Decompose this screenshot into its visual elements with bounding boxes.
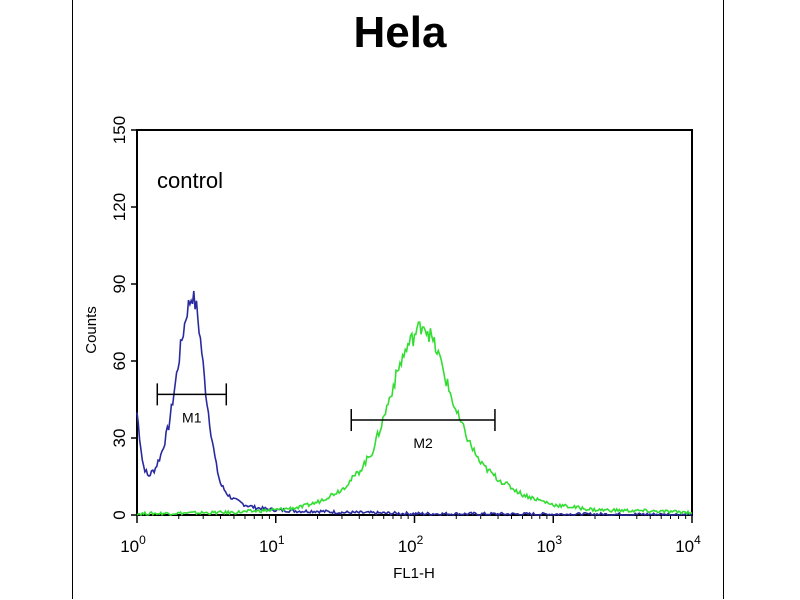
marker-1-label: M1	[182, 409, 202, 425]
x-axis-ticks: 100 101 102 103 104	[120, 515, 701, 556]
chart-title: Hela	[353, 8, 447, 57]
y-tick-label: 30	[110, 429, 129, 448]
x-tick-label: 103	[536, 533, 562, 556]
marker-2-label: M2	[413, 435, 433, 451]
series-group	[136, 290, 693, 517]
y-tick-label: 90	[110, 275, 129, 294]
figure-frame	[72, 0, 724, 599]
y-tick-label: 120	[110, 193, 129, 221]
x-tick-label: 100	[120, 533, 146, 556]
x-tick-label: 102	[398, 533, 424, 556]
y-axis-title: Counts	[83, 306, 100, 354]
y-tick-label: 0	[110, 510, 129, 519]
x-tick-label: 104	[675, 533, 701, 556]
series-2-line	[136, 321, 692, 517]
control-annotation: control	[157, 168, 223, 193]
x-axis-title: FL1-H	[393, 565, 435, 582]
x-tick-label: 101	[259, 533, 285, 556]
y-tick-label: 150	[110, 116, 129, 144]
y-tick-label: 60	[110, 352, 129, 371]
series-1-line	[136, 290, 693, 517]
y-axis-ticks: 0 30 60 90 120 150	[110, 116, 137, 520]
marker-group: M1 M2	[156, 383, 496, 451]
